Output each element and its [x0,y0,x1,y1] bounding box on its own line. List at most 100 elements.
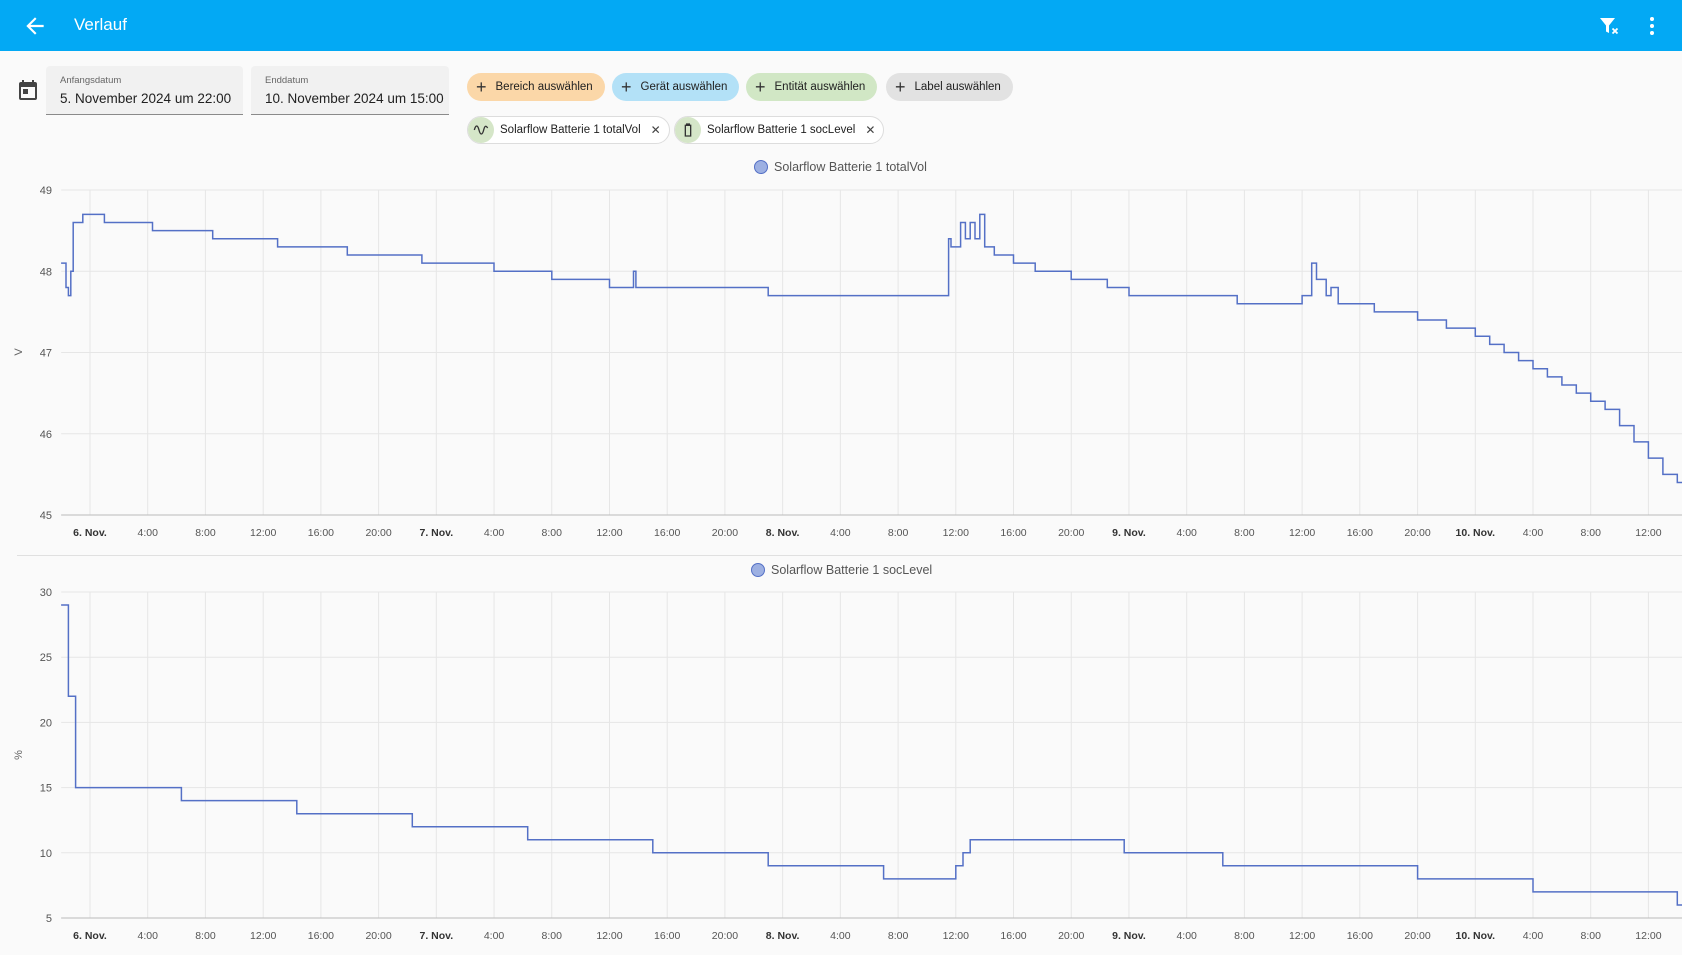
plus-icon: + [895,77,906,97]
x-tick-label: 8:00 [1234,527,1255,539]
close-icon[interactable]: ✕ [865,123,876,137]
x-tick-label: 12:00 [1289,527,1315,539]
x-tick-label: 16:00 [1347,930,1373,942]
x-tick-label: 12:00 [596,930,622,942]
x-tick-label: 12:00 [943,930,969,942]
x-tick-label: 12:00 [1635,930,1661,942]
legend-label: Solarflow Batterie 1 socLevel [771,563,933,577]
x-tick-label: 9. Nov. [1112,930,1146,942]
x-tick-label: 9. Nov. [1112,527,1146,539]
x-tick-label: 20:00 [365,527,391,539]
close-icon[interactable]: ✕ [650,123,661,137]
legend-soclevel[interactable]: Solarflow Batterie 1 socLevel [751,563,932,577]
add-device-chip[interactable]: + Gerät auswählen [612,73,740,101]
x-tick-label: 4:00 [1176,527,1197,539]
plus-icon: + [621,77,632,97]
x-tick-label: 4:00 [1523,930,1544,942]
y-tick-label: 10 [40,848,52,860]
x-tick-label: 8:00 [542,930,563,942]
x-tick-label: 20:00 [1058,930,1084,942]
x-tick-label: 12:00 [250,527,276,539]
end-date-field[interactable]: Enddatum 10. November 2024 um 15:00 [251,66,449,115]
x-tick-label: 8:00 [1581,527,1602,539]
x-tick-label: 16:00 [1000,527,1026,539]
y-tick-label: 49 [40,185,52,197]
plus-icon: + [755,77,766,97]
x-tick-label: 8:00 [195,930,216,942]
x-tick-label: 16:00 [654,527,680,539]
x-tick-label: 16:00 [308,527,334,539]
add-label-chip[interactable]: + Label auswählen [886,73,1013,101]
y-tick-label: 20 [40,717,52,729]
x-tick-label: 8. Nov. [766,930,800,942]
entity-chip-label: Solarflow Batterie 1 socLevel [707,124,856,136]
x-tick-label: 12:00 [1635,527,1661,539]
y-tick-label: 48 [40,266,52,278]
x-tick-label: 10. Nov. [1456,930,1496,942]
x-tick-label: 6. Nov. [73,527,107,539]
x-tick-label: 4:00 [1176,930,1197,942]
y-tick-label: 5 [46,913,52,925]
x-tick-label: 20:00 [1404,527,1430,539]
chart-divider [17,555,1682,556]
x-tick-label: 8:00 [1581,930,1602,942]
add-area-chip[interactable]: + Bereich auswählen [467,73,605,101]
y-tick-label: 30 [40,587,52,599]
x-tick-label: 12:00 [596,527,622,539]
legend-swatch [751,563,765,577]
add-area-label: Bereich auswählen [495,81,593,93]
add-device-label: Gerät auswählen [640,81,728,93]
x-tick-label: 4:00 [484,527,505,539]
legend-totalvol[interactable]: Solarflow Batterie 1 totalVol [754,160,927,174]
x-tick-label: 8:00 [1234,930,1255,942]
y-tick-label: 15 [40,783,52,795]
x-tick-label: 20:00 [1058,527,1084,539]
add-entity-chip[interactable]: + Entität auswählen [746,73,878,101]
chart-totalvol[interactable]: 45 46 47 48 49 6. Nov. 4:00 8:00 12:00 16:00 20:00… [0,0,1682,539]
start-date-value: 5. November 2024 um 22:00 [60,91,232,106]
x-tick-label: 4:00 [138,527,159,539]
x-tick-label: 4:00 [484,930,505,942]
battery-icon [675,117,701,143]
plus-icon: + [476,77,487,97]
y-tick-label: 25 [40,652,52,664]
x-tick-label: 10. Nov. [1456,527,1496,539]
series-line [61,213,1682,484]
end-date-value: 10. November 2024 um 15:00 [265,91,444,106]
x-tick-label: 7. Nov. [419,930,453,942]
legend-label: Solarflow Batterie 1 totalVol [774,160,927,174]
x-tick-label: 7. Nov. [419,527,453,539]
x-tick-label: 20:00 [1404,930,1430,942]
arrow-left-icon[interactable] [22,13,48,39]
x-tick-label: 6. Nov. [73,930,107,942]
y-axis-label: % [13,750,25,760]
entity-chip-totalvol[interactable]: Solarflow Batterie 1 totalVol ✕ [467,116,670,144]
x-tick-label: 8:00 [195,527,216,539]
filter-remove-icon[interactable] [1597,14,1621,38]
sine-wave-icon [468,117,494,143]
x-tick-label: 8:00 [888,527,909,539]
x-tick-label: 12:00 [943,527,969,539]
x-tick-label: 16:00 [1000,930,1026,942]
x-tick-label: 16:00 [654,930,680,942]
calendar-icon[interactable] [16,78,40,102]
end-date-label: Enddatum [265,75,309,86]
y-axis-label: V [13,348,25,356]
start-date-field[interactable]: Anfangsdatum 5. November 2024 um 22:00 [46,66,243,115]
add-entity-label: Entität auswählen [774,81,866,93]
x-tick-label: 12:00 [1289,930,1315,942]
y-tick-label: 46 [40,429,52,441]
dots-vertical-icon[interactable] [1640,14,1664,38]
series-line [61,604,1682,906]
x-tick-label: 8:00 [888,930,909,942]
entity-chip-soclevel[interactable]: Solarflow Batterie 1 socLevel ✕ [674,116,885,144]
x-tick-label: 4:00 [1523,527,1544,539]
page-title: Verlauf [74,15,127,34]
x-tick-label: 16:00 [1347,527,1373,539]
x-tick-label: 8. Nov. [766,527,800,539]
add-label-label: Label auswählen [914,81,1001,93]
entity-chip-label: Solarflow Batterie 1 totalVol [500,124,641,136]
x-tick-label: 4:00 [830,930,851,942]
y-tick-label: 45 [40,510,52,522]
